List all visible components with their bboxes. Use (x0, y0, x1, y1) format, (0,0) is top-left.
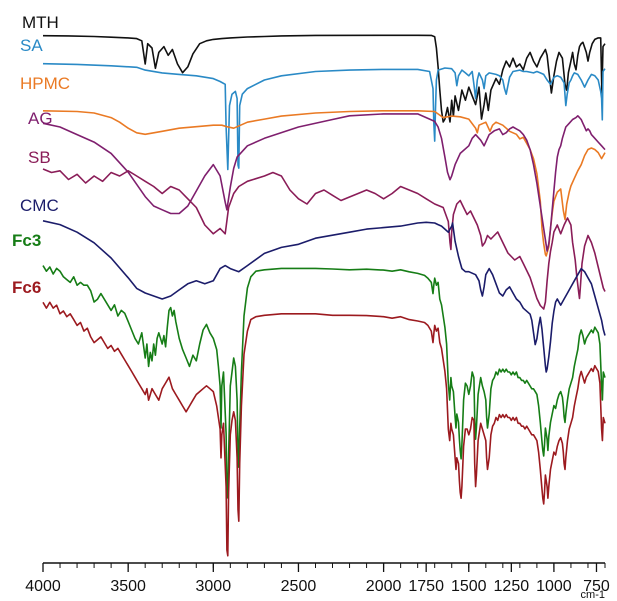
series-label-ag: AG (28, 109, 53, 128)
trace-mth (42, 34, 606, 123)
x-tick-label: 2500 (281, 578, 317, 595)
trace-fc3 (42, 265, 606, 499)
trace-fc6 (42, 301, 606, 557)
trace-cmc (42, 220, 606, 373)
x-tick-label: 3000 (196, 578, 232, 595)
x-tick-label: 1250 (494, 578, 530, 595)
x-axis-tick-labels: 4000 3500 3000 2500 2000 1750 1500 1250 1000 750 (25, 578, 610, 595)
x-tick-label: 1750 (408, 578, 444, 595)
series-label-cmc: CMC (20, 196, 59, 215)
spectra-traces (42, 34, 606, 557)
series-label-fc3: Fc3 (12, 231, 41, 250)
x-axis-unit-label: cm-1 (581, 589, 605, 601)
x-tick-label: 1000 (536, 578, 572, 595)
trace-sa (42, 62, 606, 171)
series-labels: MTH SA HPMC AG SB CMC Fc3 Fc6 (12, 13, 70, 297)
trace-ag (42, 113, 606, 252)
x-axis-minor-ticks (42, 563, 606, 568)
x-tick-label: 4000 (25, 578, 61, 595)
series-label-fc6: Fc6 (12, 278, 41, 297)
x-tick-label: 2000 (366, 578, 402, 595)
trace-sb (42, 168, 606, 310)
trace-hpmc (42, 110, 606, 257)
x-tick-label: 1500 (451, 578, 487, 595)
x-axis-major-ticks (42, 563, 598, 572)
series-label-mth: MTH (22, 13, 59, 32)
series-label-sa: SA (20, 36, 43, 55)
x-axis: 4000 3500 3000 2500 2000 1750 1500 1250 1000 750 … (25, 562, 610, 601)
x-tick-label: 3500 (110, 578, 146, 595)
series-label-sb: SB (28, 148, 51, 167)
x-tick-label: 750 (583, 578, 610, 595)
series-label-hpmc: HPMC (20, 74, 70, 93)
